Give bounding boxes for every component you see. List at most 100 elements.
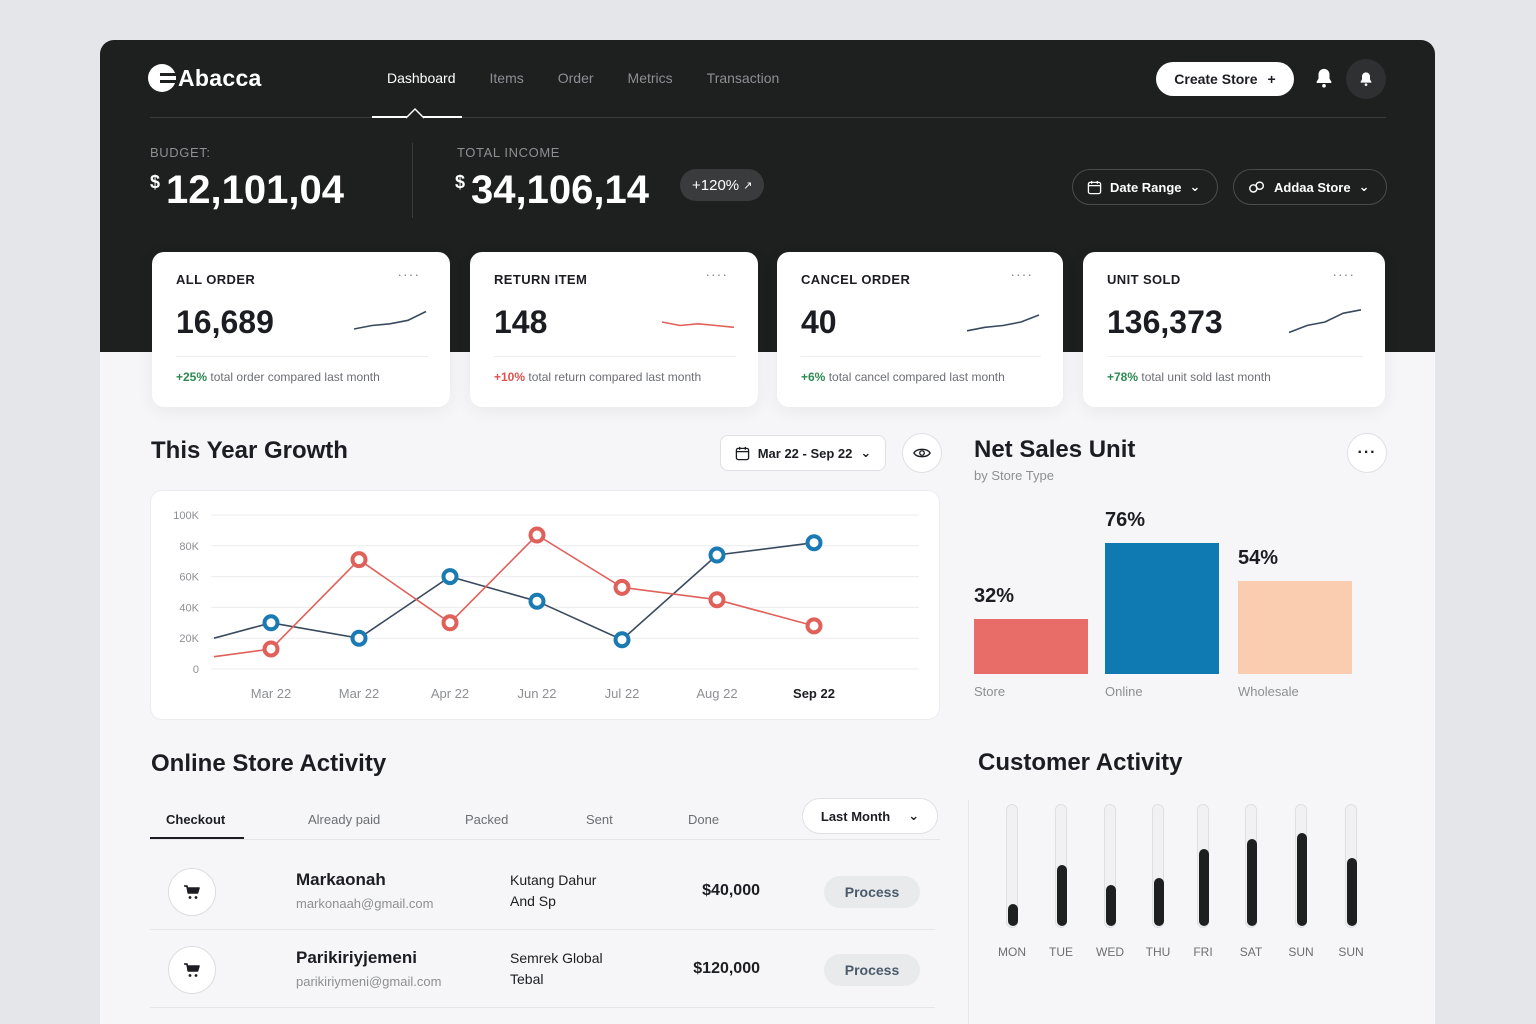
- calendar-icon: [735, 446, 749, 460]
- arrow-up-right-icon: ↗: [743, 179, 753, 192]
- kpi-note: total unit sold last month: [1141, 370, 1271, 384]
- calendar-icon: [1087, 180, 1102, 194]
- brand-name: Abacca: [178, 64, 262, 91]
- store-select-button[interactable]: Addaa Store ⌄: [1233, 169, 1387, 205]
- net-sales-bar-store[interactable]: [974, 619, 1088, 674]
- data-point-red[interactable]: [613, 578, 631, 596]
- budget-amount: 12,101,04: [166, 168, 344, 212]
- kpi-value: 148: [494, 304, 548, 340]
- more-icon[interactable]: ····: [1332, 266, 1355, 282]
- activity-bar-track[interactable]: [1197, 804, 1209, 928]
- data-point-red[interactable]: [350, 551, 368, 569]
- activity-bar-track[interactable]: [1055, 804, 1067, 928]
- kpi-sparkline: [966, 314, 1040, 332]
- tab-packed[interactable]: Packed: [465, 812, 509, 827]
- bell-icon: [1360, 72, 1372, 86]
- y-tick-label: 80K: [179, 541, 199, 553]
- customer-name: Markaonah: [296, 870, 386, 889]
- create-store-button[interactable]: Create Store +: [1156, 62, 1294, 96]
- activity-bar-fill: [1057, 865, 1067, 926]
- kpi-change: +25%: [176, 370, 208, 384]
- series-line-red: [213, 533, 815, 658]
- more-icon[interactable]: ····: [705, 266, 728, 282]
- kpi-card-all-order[interactable]: ALL ORDER ···· 16,689 +25% total order c…: [152, 252, 450, 407]
- notification-bell-icon[interactable]: [1313, 67, 1335, 89]
- net-sales-bar-wholesale[interactable]: [1238, 581, 1352, 674]
- date-range-button[interactable]: Date Range ⌄: [1072, 169, 1218, 205]
- income-value: $ 34,106,14: [455, 168, 649, 213]
- activity-bar-track[interactable]: [1245, 804, 1257, 928]
- table-row[interactable]: Parikiriyjemeni parikiriymeni@gmail.com …: [150, 930, 935, 1008]
- income-change-badge: +120% ↗: [680, 169, 765, 201]
- data-point-blue[interactable]: [805, 534, 823, 552]
- activity-day-label: TUE: [1049, 945, 1073, 959]
- kpi-divider: [801, 356, 1041, 357]
- view-toggle-button[interactable]: [902, 433, 942, 473]
- profile-button[interactable]: [1346, 59, 1386, 99]
- activity-bar-track[interactable]: [1345, 804, 1357, 928]
- net-sales-label: Wholesale: [1238, 684, 1299, 699]
- kpi-title: ALL ORDER: [176, 272, 256, 287]
- tab-sent[interactable]: Sent: [586, 812, 613, 827]
- tab-checkout[interactable]: Checkout: [166, 812, 226, 827]
- data-point-blue[interactable]: [613, 631, 631, 649]
- brand-logo[interactable]: Abacca: [148, 64, 262, 92]
- kpi-card-cancel-order[interactable]: CANCEL ORDER ···· 40 +6% total cancel co…: [777, 252, 1063, 407]
- nav-items[interactable]: Items: [489, 70, 524, 86]
- dashboard-window: Abacca Dashboard Items Order Metrics Tra…: [100, 40, 1435, 1024]
- data-point-red[interactable]: [708, 591, 726, 609]
- process-button[interactable]: Process: [824, 954, 920, 986]
- income-amount: 34,106,14: [471, 168, 649, 212]
- growth-chart: 100K 80K 60K 40K 20K 0 Mar 22 Mar 22 Apr 22 Jun 2…: [150, 490, 940, 720]
- nav-metrics[interactable]: Metrics: [627, 70, 673, 86]
- kpi-card-return-item[interactable]: RETURN ITEM ···· 148 +10% total return c…: [470, 252, 758, 407]
- data-point-red[interactable]: [528, 526, 546, 544]
- process-button[interactable]: Process: [824, 876, 920, 908]
- income-change: +120%: [692, 176, 740, 194]
- data-point-blue[interactable]: [262, 614, 280, 632]
- plus-icon: +: [1267, 71, 1276, 87]
- nav-transaction[interactable]: Transaction: [706, 70, 780, 86]
- cart-icon: [168, 946, 216, 994]
- data-point-blue[interactable]: [441, 568, 459, 586]
- kpi-card-unit-sold[interactable]: UNIT SOLD ···· 136,373 +78% total unit s…: [1083, 252, 1385, 407]
- more-icon[interactable]: ····: [1010, 266, 1033, 282]
- net-sales-percent: 76%: [1105, 509, 1146, 531]
- main-nav: Dashboard Items Order Metrics Transactio…: [370, 70, 796, 86]
- x-tick-label: Mar 22: [251, 686, 291, 701]
- store-select-label: Addaa Store: [1274, 179, 1351, 195]
- growth-range-label: Mar 22 - Sep 22: [757, 445, 853, 461]
- period-select-button[interactable]: Last Month ⌄: [802, 798, 938, 834]
- kpi-title: CANCEL ORDER: [801, 272, 911, 287]
- stat-divider: [412, 143, 413, 218]
- nav-dashboard[interactable]: Dashboard: [387, 70, 456, 86]
- net-sales-more-button[interactable]: ···: [1347, 433, 1387, 473]
- data-point-red[interactable]: [805, 617, 823, 635]
- tab-done[interactable]: Done: [688, 812, 720, 827]
- activity-bar-track[interactable]: [1006, 804, 1018, 928]
- table-row[interactable]: Markaonah markonaah@gmail.com Kutang Dah…: [150, 852, 935, 930]
- data-point-blue[interactable]: [350, 629, 368, 647]
- income-currency: $: [455, 172, 466, 192]
- nav-order[interactable]: Order: [557, 70, 594, 86]
- sparkline-path: [353, 310, 427, 330]
- net-sales-bar-online[interactable]: [1105, 543, 1219, 674]
- tab-already-paid[interactable]: Already paid: [308, 812, 381, 827]
- product-name: Semrek Global Tebal: [510, 950, 603, 987]
- activity-bar-track[interactable]: [1104, 804, 1116, 928]
- cart-icon: [168, 868, 216, 916]
- chevron-down-icon: ⌄: [860, 445, 872, 460]
- data-point-blue[interactable]: [708, 546, 726, 564]
- customer-name: Parikiriyjemeni: [296, 948, 417, 967]
- period-select-label: Last Month: [820, 808, 891, 824]
- data-point-blue[interactable]: [528, 592, 546, 610]
- data-point-red[interactable]: [262, 640, 280, 658]
- data-point-red[interactable]: [441, 614, 459, 632]
- activity-bar-track[interactable]: [1152, 804, 1164, 928]
- more-icon[interactable]: ····: [397, 266, 420, 282]
- net-sales-percent: 54%: [1238, 547, 1279, 569]
- activity-bar-track[interactable]: [1295, 804, 1307, 928]
- kpi-sparkline: [353, 310, 427, 330]
- kpi-sparkline: [661, 321, 735, 329]
- growth-range-button[interactable]: Mar 22 - Sep 22 ⌄: [720, 435, 886, 471]
